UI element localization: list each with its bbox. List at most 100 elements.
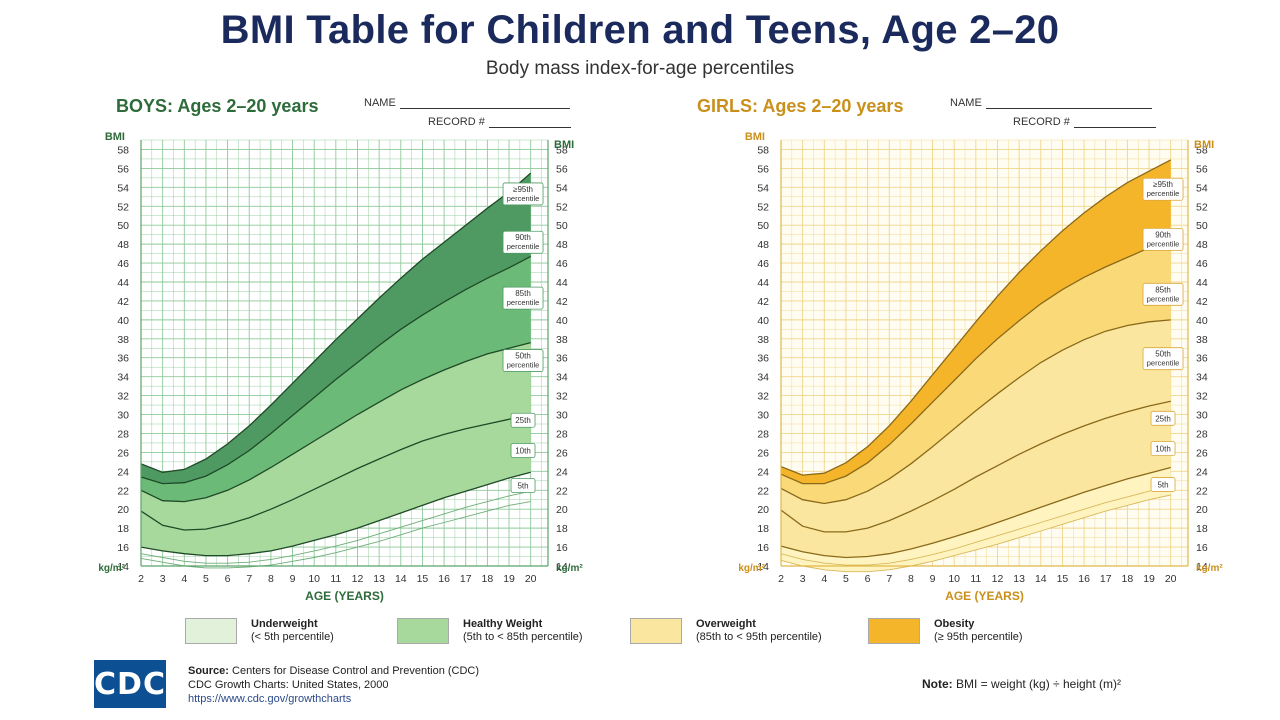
boys-y-tick-right: 56 — [556, 163, 568, 175]
girls-y-tick-right: 20 — [1196, 504, 1208, 516]
boys-overweight-band — [141, 256, 531, 502]
boys-y-tick-left: 16 — [117, 542, 129, 554]
legend-healthy-name: Healthy Weight — [463, 618, 543, 630]
girls-y-tick-right: 38 — [1196, 334, 1208, 346]
girls-y-tick-right: 14 — [1196, 561, 1208, 573]
boys-x-tick: 6 — [225, 573, 231, 585]
girls-y-tick-left: 44 — [757, 277, 769, 289]
legend-overweight-swatch — [630, 618, 682, 644]
boys-y-tick-left: 28 — [117, 428, 129, 440]
boys-y-tick-right: 18 — [556, 523, 568, 535]
boys-yunit-right: kg/m² — [556, 563, 583, 574]
legend-obesity-swatch — [868, 618, 920, 644]
girls-x-tick: 19 — [1143, 573, 1155, 585]
girls-y-tick-right: 22 — [1196, 485, 1208, 497]
boys-label-box-85th — [502, 286, 544, 310]
boys-label-90th: 90th — [515, 233, 531, 242]
boys-label-box-5th — [510, 478, 536, 493]
boys-y-tick-right: 22 — [556, 485, 568, 497]
boys-healthy-band — [141, 342, 531, 556]
girls-series-5th — [780, 494, 1171, 573]
boys-label-10th: 10th — [515, 447, 531, 456]
boys-x-tick: 9 — [290, 573, 296, 585]
girls-series-50th — [780, 400, 1171, 533]
boys-x-tick: 14 — [395, 573, 407, 585]
boys-y-tick-left: 40 — [117, 315, 129, 327]
girls-label-85th: 85th — [1155, 285, 1171, 294]
girls-x-tick: 13 — [1013, 573, 1025, 585]
girls-xlabel: AGE (YEARS) — [945, 589, 1024, 603]
girls-y-tick-right: 28 — [1196, 428, 1208, 440]
boys-x-tick: 11 — [330, 573, 341, 585]
girls-y-tick-left: 30 — [757, 410, 769, 422]
legend-overweight-desc: (85th to < 95th percentile) — [696, 631, 822, 643]
boys-x-tick: 10 — [308, 573, 320, 585]
legend-obesity: Obesity (≥ 95th percentile) — [868, 618, 1023, 644]
boys-name-field[interactable]: NAME — [364, 97, 570, 109]
girls-y-tick-left: 34 — [757, 372, 769, 384]
girls-chart-title: GIRLS: Ages 2–20 years — [697, 96, 903, 117]
girls-y-tick-left: 18 — [757, 523, 769, 535]
girls-x-tick: 18 — [1122, 573, 1134, 585]
legend-overweight: Overweight (85th to < 95th percentile) — [630, 618, 822, 644]
boys-x-tick: 8 — [268, 573, 274, 585]
boys-y-tick-right: 54 — [556, 182, 568, 194]
note-text: BMI = weight (kg) ÷ height (m)² — [956, 677, 1121, 691]
boys-x-tick: 19 — [503, 573, 515, 585]
girls-x-tick: 12 — [992, 573, 1004, 585]
girls-record-field[interactable]: RECORD # — [1013, 116, 1156, 128]
girls-overweight-band — [781, 240, 1171, 504]
girls-label-box-25th — [1150, 410, 1176, 426]
girls-y-tick-right: 42 — [1196, 296, 1208, 308]
boys-y-tick-right: 20 — [556, 504, 568, 516]
boys-series-85th — [140, 341, 531, 503]
boys-y-tick-left: 50 — [117, 220, 129, 232]
boys-chart-title: BOYS: Ages 2–20 years — [116, 96, 318, 117]
boys-name-line[interactable] — [399, 108, 570, 109]
boys-record-line[interactable] — [488, 127, 571, 128]
boys-y-tick-left: 58 — [117, 144, 129, 156]
girls-y-tick-left: 22 — [757, 485, 769, 497]
girls-name-line[interactable] — [985, 108, 1152, 109]
note-label: Note: — [922, 677, 953, 691]
boys-x-tick: 5 — [203, 573, 209, 585]
boys-y-tick-left: 54 — [117, 182, 129, 194]
boys-label-sub-90th: percentile — [507, 242, 540, 251]
girls-y-tick-right: 24 — [1196, 466, 1208, 478]
source-block: Source: Centers for Disease Control and … — [188, 664, 479, 706]
girls-record-line[interactable] — [1073, 127, 1156, 128]
boys-x-tick: 7 — [246, 573, 252, 585]
girls-ylabel-right: BMI — [1194, 139, 1214, 151]
girls-y-tick-right: 52 — [1196, 201, 1208, 213]
boys-label-85th: 85th — [515, 289, 531, 298]
girls-y-tick-right: 36 — [1196, 353, 1208, 365]
girls-y-tick-right: 50 — [1196, 220, 1208, 232]
girls-x-tick: 6 — [865, 573, 871, 585]
girls-title-range: Ages 2–20 years — [762, 96, 904, 116]
boys-y-tick-left: 24 — [117, 466, 129, 478]
girls-name-field[interactable]: NAME — [950, 97, 1152, 109]
legend-underweight-name: Underweight — [251, 618, 318, 630]
boys-label-box-25th — [510, 412, 536, 428]
legend-obesity-desc: (≥ 95th percentile) — [934, 631, 1023, 643]
source-text: Centers for Disease Control and Preventi… — [232, 665, 480, 677]
source-url-link[interactable]: https://www.cdc.gov/growthcharts — [188, 693, 352, 705]
girls-y-tick-left: 58 — [757, 144, 769, 156]
boys-xlabel: AGE (YEARS) — [305, 589, 384, 603]
boys-y-tick-left: 46 — [117, 258, 129, 270]
girls-y-tick-left: 14 — [757, 561, 769, 573]
girls-x-tick: 9 — [930, 573, 936, 585]
girls-x-tick: 3 — [800, 573, 806, 585]
girls-y-tick-right: 26 — [1196, 447, 1208, 459]
girls-y-tick-left: 16 — [757, 542, 769, 554]
boys-x-tick: 17 — [460, 573, 472, 585]
girls-y-tick-right: 44 — [1196, 277, 1208, 289]
boys-record-label: RECORD # — [428, 116, 485, 128]
legend-overweight-name: Overweight — [696, 618, 756, 630]
legend-healthy-swatch — [397, 618, 449, 644]
girls-yunit-left: kg/m² — [738, 563, 765, 574]
boys-record-field[interactable]: RECORD # — [428, 116, 571, 128]
boys-y-tick-left: 26 — [117, 447, 129, 459]
girls-series-gte95th — [780, 159, 1172, 476]
girls-y-tick-left: 46 — [757, 258, 769, 270]
